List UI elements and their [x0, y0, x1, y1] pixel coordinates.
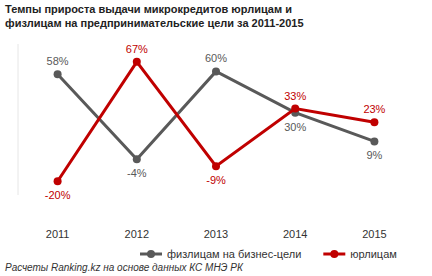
legend-marker	[147, 250, 155, 258]
marker	[212, 67, 220, 75]
data-label: 58%	[47, 55, 69, 67]
title-line: Темпы прироста выдачи микрокредитов юрли…	[5, 3, 292, 15]
data-label: -9%	[206, 174, 226, 186]
title: Темпы прироста выдачи микрокредитов юрли…	[5, 3, 304, 29]
x-tick-label: 2014	[283, 228, 307, 240]
marker	[291, 105, 299, 113]
data-label: 30%	[284, 121, 306, 133]
legend-label: юрлицам	[350, 248, 397, 260]
title-line: физлицам на предпринимательские цели за …	[5, 17, 304, 29]
marker	[370, 118, 378, 126]
data-label: 23%	[363, 103, 385, 115]
chart: Темпы прироста выдачи микрокредитов юрли…	[0, 0, 432, 276]
data-label: -20%	[45, 189, 71, 201]
x-tick-label: 2015	[362, 228, 386, 240]
plot-area	[54, 58, 379, 185]
legend-label: физлицам на бизнес-цели	[167, 248, 301, 260]
data-label: 9%	[366, 149, 382, 161]
series-line	[58, 62, 375, 181]
data-label: 33%	[284, 90, 306, 102]
data-label: 67%	[126, 43, 148, 55]
marker	[133, 58, 141, 66]
x-tick-label: 2012	[125, 228, 149, 240]
data-label: 60%	[205, 52, 227, 64]
marker	[212, 162, 220, 170]
marker	[54, 177, 62, 185]
legend-marker	[330, 250, 338, 258]
data-label: -4%	[127, 167, 147, 179]
marker	[370, 137, 378, 145]
x-tick-label: 2013	[204, 228, 228, 240]
marker	[54, 70, 62, 78]
marker	[133, 155, 141, 163]
source: Расчеты Ranking.kz на основе данных КС М…	[5, 262, 244, 273]
x-tick-label: 2011	[46, 228, 70, 240]
y-axis-line	[18, 44, 19, 195]
